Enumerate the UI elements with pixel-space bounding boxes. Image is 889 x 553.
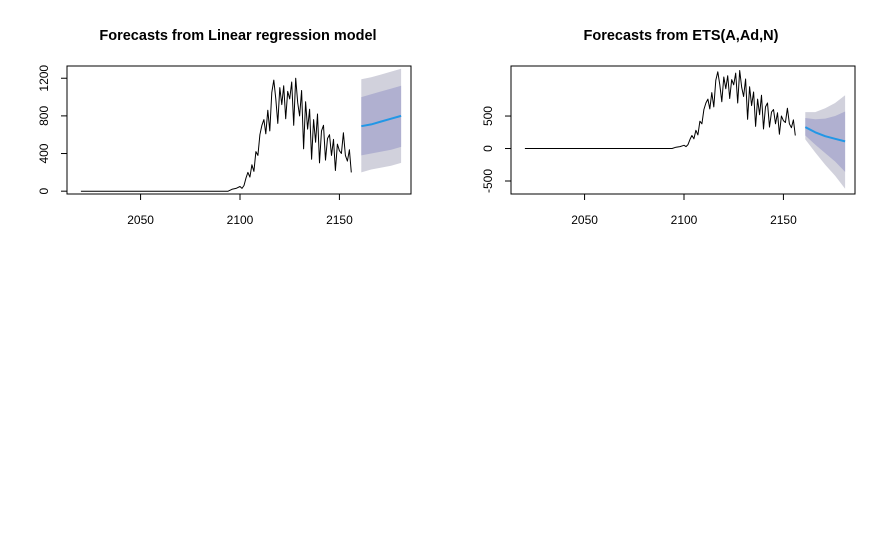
series-lines — [524, 70, 846, 149]
plot-area-border — [66, 65, 412, 195]
x-tick-label: 2100 — [227, 213, 254, 227]
x-tick-label: 2150 — [770, 213, 797, 227]
ets-forecast-chart: Forecasts from ETS(A,Ad,N) 2050 2100 2150 … — [481, 28, 856, 227]
y-tick-label: -500 — [481, 169, 495, 193]
chart-title: Forecasts from Linear regression model — [99, 28, 376, 44]
series-lines — [80, 77, 402, 192]
plot-area-border — [510, 65, 856, 195]
forecast-mean-line — [804, 126, 846, 143]
y-tick-label: 800 — [37, 106, 51, 126]
y-axis: 0 400 800 1200 — [37, 65, 67, 195]
x-axis: 2050 2100 2150 — [127, 194, 353, 227]
y-tick-label: 1200 — [37, 65, 51, 92]
y-tick-label: 0 — [481, 145, 495, 152]
prediction-bands — [805, 95, 846, 189]
chart-title: Forecasts from ETS(A,Ad,N) — [584, 28, 779, 44]
y-tick-label: 400 — [37, 143, 51, 163]
x-tick-label: 2050 — [127, 213, 154, 227]
linear-regression-forecast-chart: Forecasts from Linear regression model 2… — [37, 28, 412, 227]
y-axis: -500 0 500 — [481, 106, 511, 193]
x-tick-label: 2050 — [571, 213, 598, 227]
observed-line — [80, 77, 352, 192]
x-tick-label: 2150 — [326, 213, 353, 227]
x-tick-label: 2100 — [671, 213, 698, 227]
forecast-mean-line — [361, 114, 402, 128]
prediction-band-80 — [805, 111, 846, 172]
observed-line — [524, 70, 796, 149]
x-axis: 2050 2100 2150 — [571, 194, 797, 227]
y-tick-label: 0 — [37, 188, 51, 195]
y-tick-label: 500 — [481, 106, 495, 126]
